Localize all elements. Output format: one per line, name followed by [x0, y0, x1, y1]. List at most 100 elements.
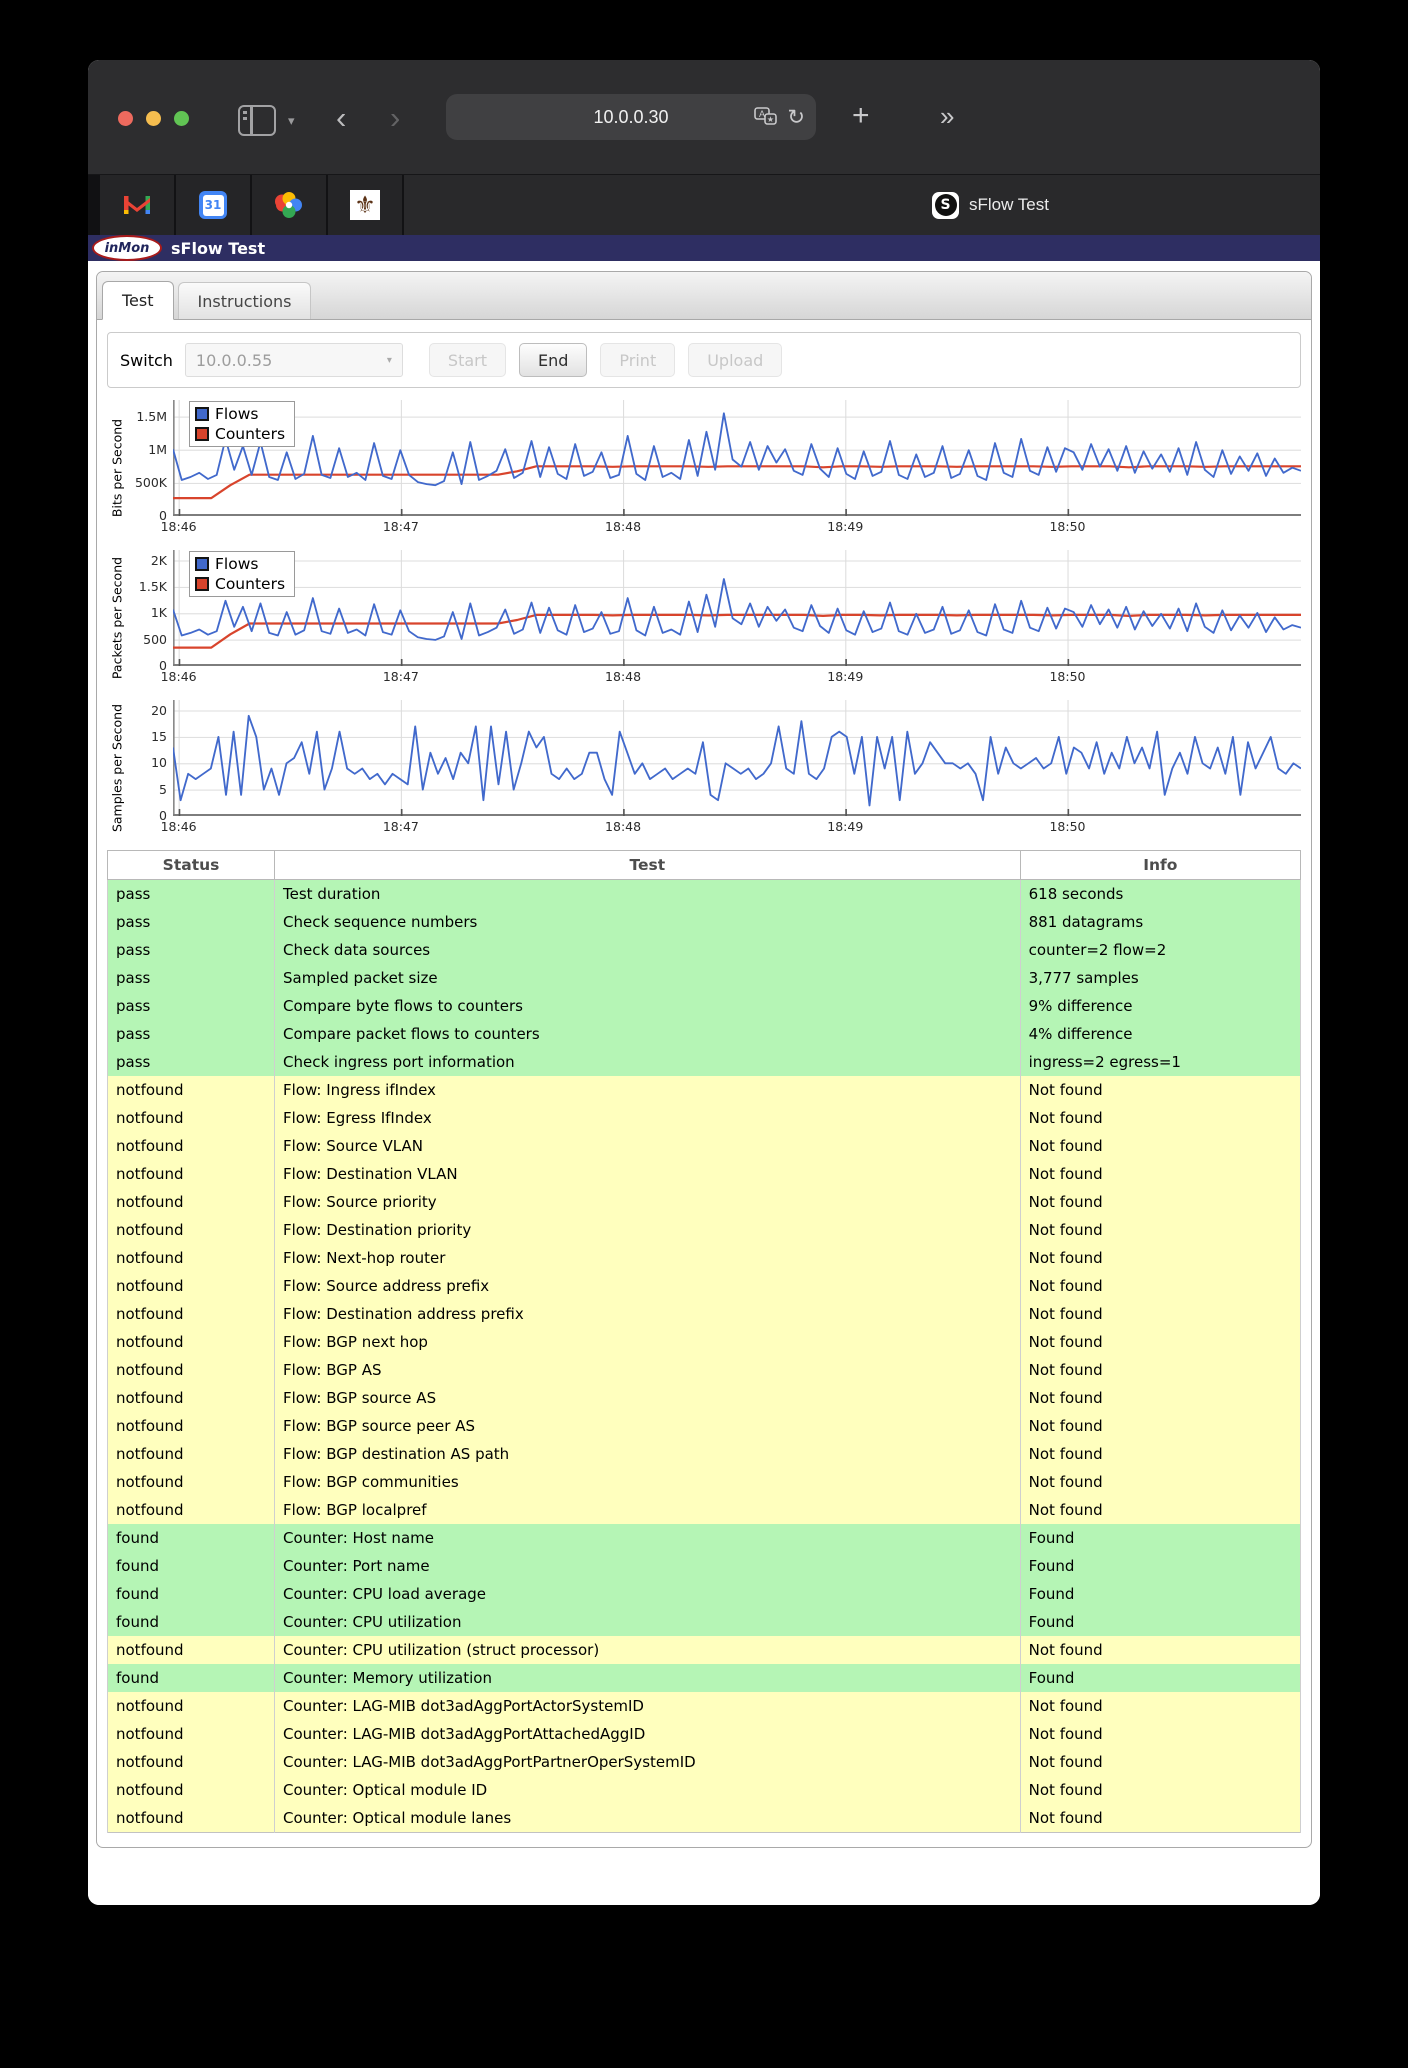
tab-test[interactable]: Test [102, 281, 174, 320]
info-cell: 618 seconds [1019, 879, 1302, 908]
upload-button[interactable]: Upload [688, 343, 783, 377]
calendar-day-label: 31 [202, 194, 224, 216]
switch-controls: Switch 10.0.0.55 ▾ Start End Print Upload [107, 332, 1301, 388]
info-cell: Not found [1019, 1748, 1302, 1776]
pinned-tab-photos[interactable] [252, 175, 328, 235]
chart-plot [173, 550, 1301, 666]
test-cell: Counter: Optical module ID [274, 1776, 1021, 1804]
test-cell: Test duration [274, 879, 1021, 908]
x-axis-ticks: 18:46 18:47 18:48 18:49 18:50 [160, 669, 1086, 684]
pinned-tab-scouting[interactable]: ⚜ [328, 175, 404, 235]
tabs-widget: Test Instructions Switch 10.0.0.55 ▾ Sta… [96, 271, 1312, 1848]
test-cell: Flow: BGP communities [274, 1468, 1021, 1496]
info-cell: Not found [1019, 1328, 1302, 1356]
tab-chevron-icon[interactable]: ▾ [288, 114, 295, 129]
window-controls[interactable] [118, 111, 189, 126]
info-cell: Not found [1019, 1356, 1302, 1384]
test-cell: Counter: Memory utilization [274, 1664, 1021, 1692]
show-all-tabs-icon[interactable]: » [940, 101, 955, 131]
end-button[interactable]: End [519, 343, 588, 377]
test-cell: Check data sources [274, 936, 1021, 964]
close-window-button[interactable] [118, 111, 133, 126]
url-text: 10.0.0.30 [593, 106, 669, 127]
new-tab-icon[interactable]: + [852, 99, 870, 132]
line-chart: Bits per Second 1.5M 1M 500K 0 Flows Counters 1… [107, 400, 1301, 536]
site-banner: inMon sFlow Test [88, 235, 1320, 261]
start-button[interactable]: Start [428, 343, 506, 377]
info-cell: Not found [1019, 1160, 1302, 1188]
test-cell: Flow: BGP localpref [274, 1496, 1021, 1524]
test-cell: Flow: Next-hop router [274, 1244, 1021, 1272]
status-cell: pass [106, 1048, 276, 1076]
col-status: Status [106, 850, 276, 880]
status-cell: pass [106, 992, 276, 1020]
status-cell: notfound [106, 1748, 276, 1776]
col-info: Info [1019, 850, 1302, 880]
table-row: pass Check ingress port information ingres… [106, 1048, 1302, 1076]
table-row: notfound Flow: Source priority Not found [106, 1188, 1302, 1216]
info-cell: Not found [1019, 1440, 1302, 1468]
test-cell: Flow: BGP destination AS path [274, 1440, 1021, 1468]
switch-selected-value: 10.0.0.55 [195, 350, 273, 370]
status-cell: notfound [106, 1328, 276, 1356]
y-axis-label: Bits per Second [109, 418, 125, 518]
sidebar-icon[interactable] [238, 105, 276, 136]
pinned-tab-gmail[interactable] [100, 175, 176, 235]
test-cell: Flow: Destination priority [274, 1216, 1021, 1244]
table-row: notfound Flow: BGP communities Not found [106, 1468, 1302, 1496]
info-cell: Not found [1019, 1776, 1302, 1804]
status-cell: notfound [106, 1384, 276, 1412]
table-row: notfound Flow: Egress IfIndex Not found [106, 1104, 1302, 1132]
back-icon[interactable]: ‹ [336, 100, 347, 135]
translate-icon[interactable]: A ★ [754, 107, 778, 127]
info-cell: ingress=2 egress=1 [1019, 1048, 1302, 1076]
info-cell: Not found [1019, 1468, 1302, 1496]
test-cell: Flow: Destination VLAN [274, 1160, 1021, 1188]
print-button[interactable]: Print [600, 343, 676, 377]
site-title: sFlow Test [171, 238, 266, 258]
address-bar[interactable]: 10.0.0.30 A ★ ↻ [446, 94, 816, 140]
active-tab-title: sFlow Test [969, 195, 1049, 214]
status-cell: notfound [106, 1188, 276, 1216]
forward-icon[interactable]: › [390, 100, 401, 135]
status-cell: notfound [106, 1692, 276, 1720]
table-row: notfound Counter: LAG-MIB dot3adAggPortAt… [106, 1720, 1302, 1748]
status-cell: notfound [106, 1104, 276, 1132]
info-cell: Found [1019, 1552, 1302, 1580]
info-cell: 4% difference [1019, 1020, 1302, 1048]
active-tab[interactable]: S sFlow Test [404, 175, 1320, 235]
legend-label: Flows [215, 405, 259, 423]
info-cell: 881 datagrams [1019, 908, 1302, 936]
status-cell: notfound [106, 1356, 276, 1384]
table-row: notfound Counter: LAG-MIB dot3adAggPortAc… [106, 1692, 1302, 1720]
status-cell: notfound [106, 1076, 276, 1104]
info-cell: Not found [1019, 1384, 1302, 1412]
status-cell: pass [106, 964, 276, 992]
browser-window: ▾ ‹ › 10.0.0.30 A ★ ↻ + » [88, 60, 1320, 1905]
tab-instructions[interactable]: Instructions [177, 282, 312, 319]
pinned-tab-calendar[interactable]: 31 [176, 175, 252, 235]
calendar-icon: 31 [199, 191, 227, 219]
info-cell: Not found [1019, 1216, 1302, 1244]
chevron-down-icon: ▾ [386, 354, 392, 366]
y-axis-label: Packets per Second [109, 556, 125, 680]
info-cell: Found [1019, 1608, 1302, 1636]
switch-select[interactable]: 10.0.0.55 ▾ [184, 343, 403, 377]
info-cell: Found [1019, 1524, 1302, 1552]
zoom-window-button[interactable] [174, 111, 189, 126]
test-cell: Compare byte flows to counters [274, 992, 1021, 1020]
table-row: notfound Flow: Destination VLAN Not found [106, 1160, 1302, 1188]
status-cell: notfound [106, 1440, 276, 1468]
info-cell: Not found [1019, 1720, 1302, 1748]
reload-icon[interactable]: ↻ [787, 105, 805, 129]
legend-swatch [195, 557, 209, 571]
test-cell: Flow: Egress IfIndex [274, 1104, 1021, 1132]
scouting-icon: ⚜ [350, 190, 380, 220]
info-cell: Found [1019, 1580, 1302, 1608]
minimize-window-button[interactable] [146, 111, 161, 126]
test-cell: Counter: CPU utilization [274, 1608, 1021, 1636]
svg-text:A: A [759, 109, 765, 119]
test-cell: Flow: Source address prefix [274, 1272, 1021, 1300]
test-cell: Flow: BGP next hop [274, 1328, 1021, 1356]
table-row: found Counter: Host name Found [106, 1524, 1302, 1552]
